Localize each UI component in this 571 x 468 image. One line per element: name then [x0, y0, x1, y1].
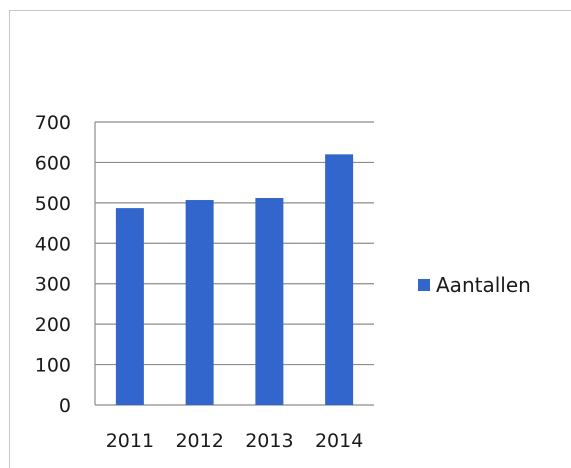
legend-label: Aantallen	[436, 273, 531, 297]
bar-2013	[255, 198, 284, 405]
y-tick-label: 100	[35, 355, 71, 377]
x-tick-label: 2014	[315, 430, 363, 452]
bar-2012	[185, 200, 214, 405]
y-tick-label: 600	[35, 152, 71, 174]
x-tick-label: 2011	[106, 430, 154, 452]
y-tick-label: 300	[35, 274, 71, 296]
y-tick-label: 700	[35, 112, 71, 134]
x-tick-label: 2012	[175, 430, 223, 452]
bars	[115, 154, 354, 405]
x-tick-labels: 2011 2012 2013 2014	[106, 430, 364, 452]
y-tick-label: 0	[59, 395, 71, 417]
bar-2014	[325, 154, 354, 405]
y-tick-label: 200	[35, 314, 71, 336]
y-tick-label: 500	[35, 193, 71, 215]
y-tick-labels: 0 100 200 300 400 500 600 700	[35, 112, 71, 417]
legend-swatch	[418, 279, 430, 291]
chart-frame	[9, 10, 571, 468]
x-tick-label: 2013	[245, 430, 293, 452]
bar-2011	[115, 208, 144, 405]
legend: Aantallen	[418, 273, 531, 297]
y-tick-label: 400	[35, 233, 71, 255]
